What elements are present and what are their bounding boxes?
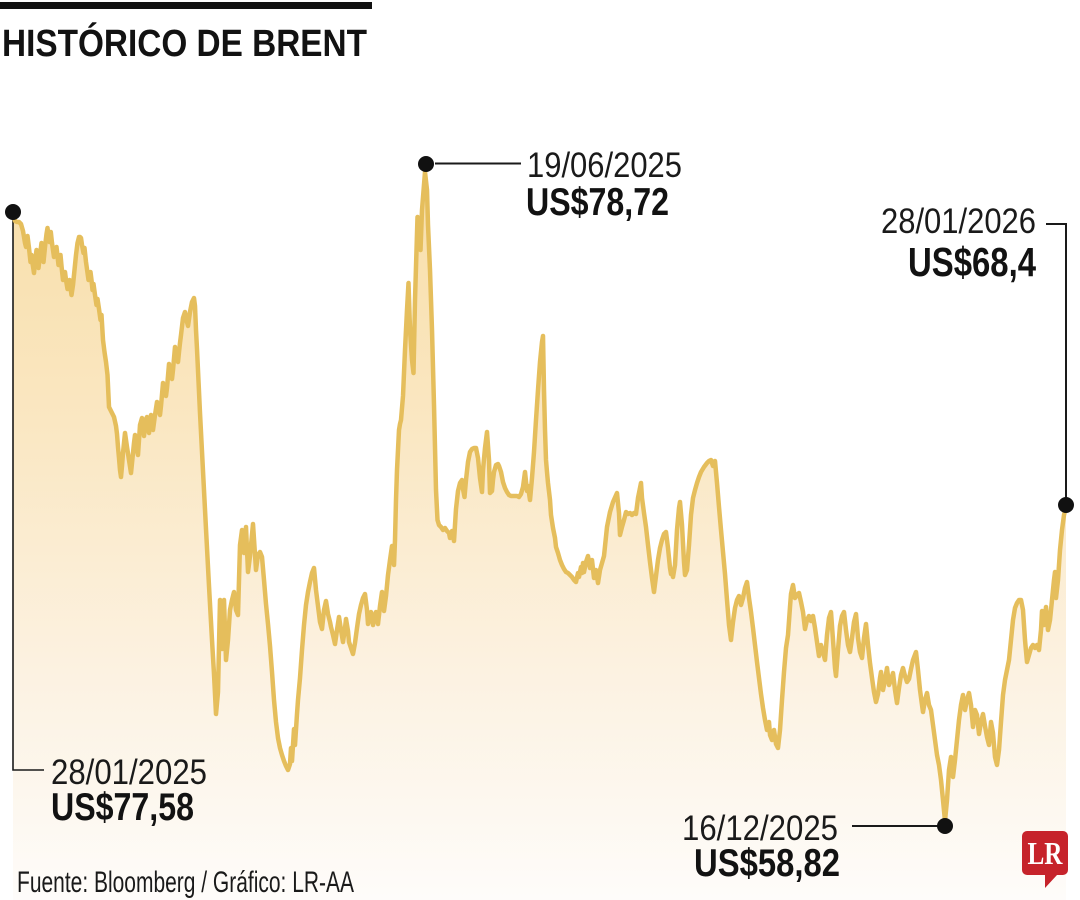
svg-text:28/01/2025: 28/01/2025	[51, 753, 207, 792]
svg-text:19/06/2025: 19/06/2025	[527, 146, 682, 185]
svg-text:LR: LR	[1028, 835, 1064, 871]
svg-text:16/12/2025: 16/12/2025	[682, 809, 838, 848]
svg-text:HISTÓRICO DE BRENT: HISTÓRICO DE BRENT	[2, 21, 367, 65]
svg-text:Fuente: Bloomberg / Gráfico: L: Fuente: Bloomberg / Gráfico: LR-AA	[17, 866, 354, 899]
svg-text:US$68,4: US$68,4	[908, 239, 1036, 285]
svg-text:28/01/2026: 28/01/2026	[881, 202, 1036, 241]
svg-text:US$78,72: US$78,72	[526, 181, 669, 224]
svg-text:US$58,82: US$58,82	[694, 842, 840, 885]
svg-text:US$77,58: US$77,58	[51, 786, 194, 829]
